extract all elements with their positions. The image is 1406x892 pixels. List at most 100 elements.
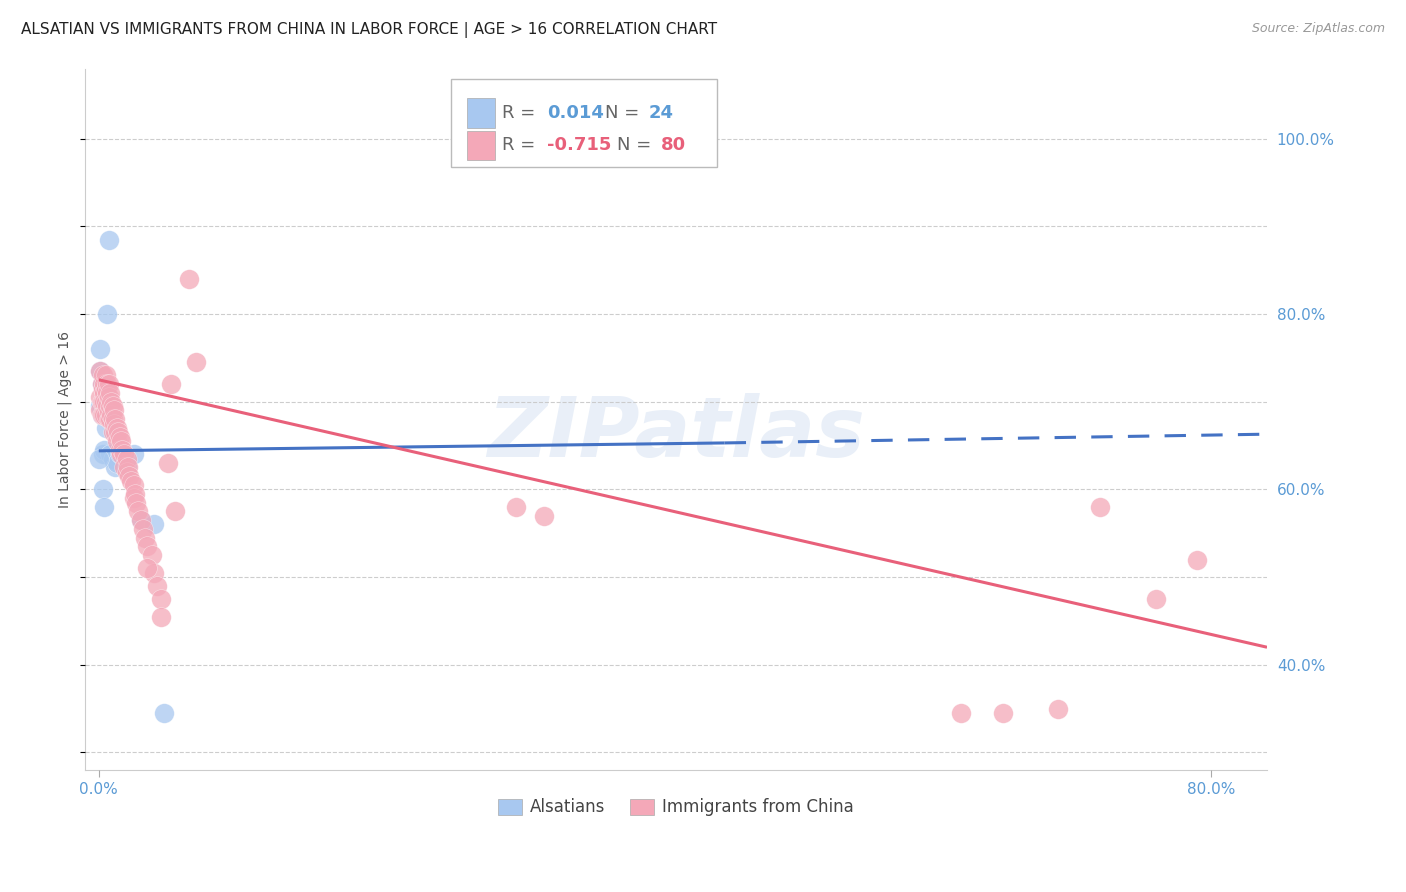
Point	[991, 706, 1014, 720]
Point	[105, 456, 128, 470]
Point	[115, 451, 138, 466]
Point	[103, 403, 125, 417]
Point	[103, 417, 125, 431]
Point	[1088, 500, 1111, 514]
Point	[93, 377, 115, 392]
Point	[136, 540, 159, 554]
Point	[91, 368, 114, 383]
Point	[90, 394, 112, 409]
Point	[91, 394, 114, 409]
FancyBboxPatch shape	[451, 79, 717, 167]
Point	[89, 364, 111, 378]
Text: R =: R =	[502, 136, 541, 154]
Text: R =: R =	[502, 104, 541, 122]
Text: ZIPatlas: ZIPatlas	[486, 392, 865, 474]
Point	[129, 513, 152, 527]
Point	[112, 460, 135, 475]
Point	[179, 272, 201, 286]
Point	[129, 513, 152, 527]
Text: 24: 24	[648, 104, 673, 122]
Point	[97, 390, 120, 404]
Text: ALSATIAN VS IMMIGRANTS FROM CHINA IN LABOR FORCE | AGE > 16 CORRELATION CHART: ALSATIAN VS IMMIGRANTS FROM CHINA IN LAB…	[21, 22, 717, 38]
Point	[165, 504, 187, 518]
Point	[104, 460, 127, 475]
Point	[101, 425, 124, 440]
Point	[950, 706, 973, 720]
Point	[112, 447, 135, 461]
Point	[122, 491, 145, 505]
Point	[111, 442, 134, 457]
Point	[115, 460, 138, 475]
Point	[89, 342, 111, 356]
Point	[117, 460, 139, 475]
Point	[98, 412, 121, 426]
Point	[90, 377, 112, 392]
Point	[143, 517, 166, 532]
Point	[91, 483, 114, 497]
Point	[97, 405, 120, 419]
Point	[94, 368, 117, 383]
Point	[98, 447, 121, 461]
Point	[90, 377, 112, 392]
Point	[96, 386, 118, 401]
Point	[91, 382, 114, 396]
Point	[98, 386, 121, 401]
Point	[105, 434, 128, 449]
Text: -0.715: -0.715	[547, 136, 612, 154]
Point	[101, 451, 124, 466]
Point	[90, 408, 112, 422]
Point	[108, 442, 131, 457]
Point	[89, 399, 111, 413]
Point	[94, 394, 117, 409]
Point	[89, 364, 111, 378]
Text: N =: N =	[617, 136, 657, 154]
Text: 0.014: 0.014	[547, 104, 605, 122]
Point	[105, 421, 128, 435]
Point	[184, 355, 207, 369]
Point	[110, 434, 132, 449]
Bar	[467, 98, 495, 128]
Point	[150, 592, 173, 607]
Point	[91, 408, 114, 422]
Point	[97, 233, 120, 247]
Point	[125, 495, 148, 509]
Point	[104, 425, 127, 440]
Legend: Alsatians, Immigrants from China: Alsatians, Immigrants from China	[489, 790, 862, 825]
Point	[141, 548, 163, 562]
Point	[115, 465, 138, 479]
Point	[108, 430, 131, 444]
Point	[127, 504, 149, 518]
Point	[104, 412, 127, 426]
Point	[118, 469, 141, 483]
Point	[91, 447, 114, 461]
Point	[120, 474, 142, 488]
Point	[96, 399, 118, 413]
Text: N =: N =	[605, 104, 645, 122]
Text: Source: ZipAtlas.com: Source: ZipAtlas.com	[1251, 22, 1385, 36]
Point	[89, 403, 111, 417]
Point	[96, 307, 118, 321]
Point	[94, 408, 117, 422]
Point	[505, 500, 527, 514]
Point	[100, 408, 122, 422]
Point	[108, 447, 131, 461]
Point	[146, 579, 169, 593]
Point	[93, 500, 115, 514]
Y-axis label: In Labor Force | Age > 16: In Labor Force | Age > 16	[58, 331, 72, 508]
Point	[94, 386, 117, 401]
Point	[122, 447, 145, 461]
Point	[93, 394, 115, 409]
Point	[89, 390, 111, 404]
Point	[101, 412, 124, 426]
Point	[122, 478, 145, 492]
Bar	[467, 131, 495, 161]
Point	[107, 425, 129, 440]
Point	[97, 377, 120, 392]
Point	[93, 386, 115, 401]
Point	[134, 531, 156, 545]
Point	[153, 706, 176, 720]
Point	[94, 421, 117, 435]
Point	[1144, 592, 1167, 607]
Point	[110, 447, 132, 461]
Point	[94, 382, 117, 396]
